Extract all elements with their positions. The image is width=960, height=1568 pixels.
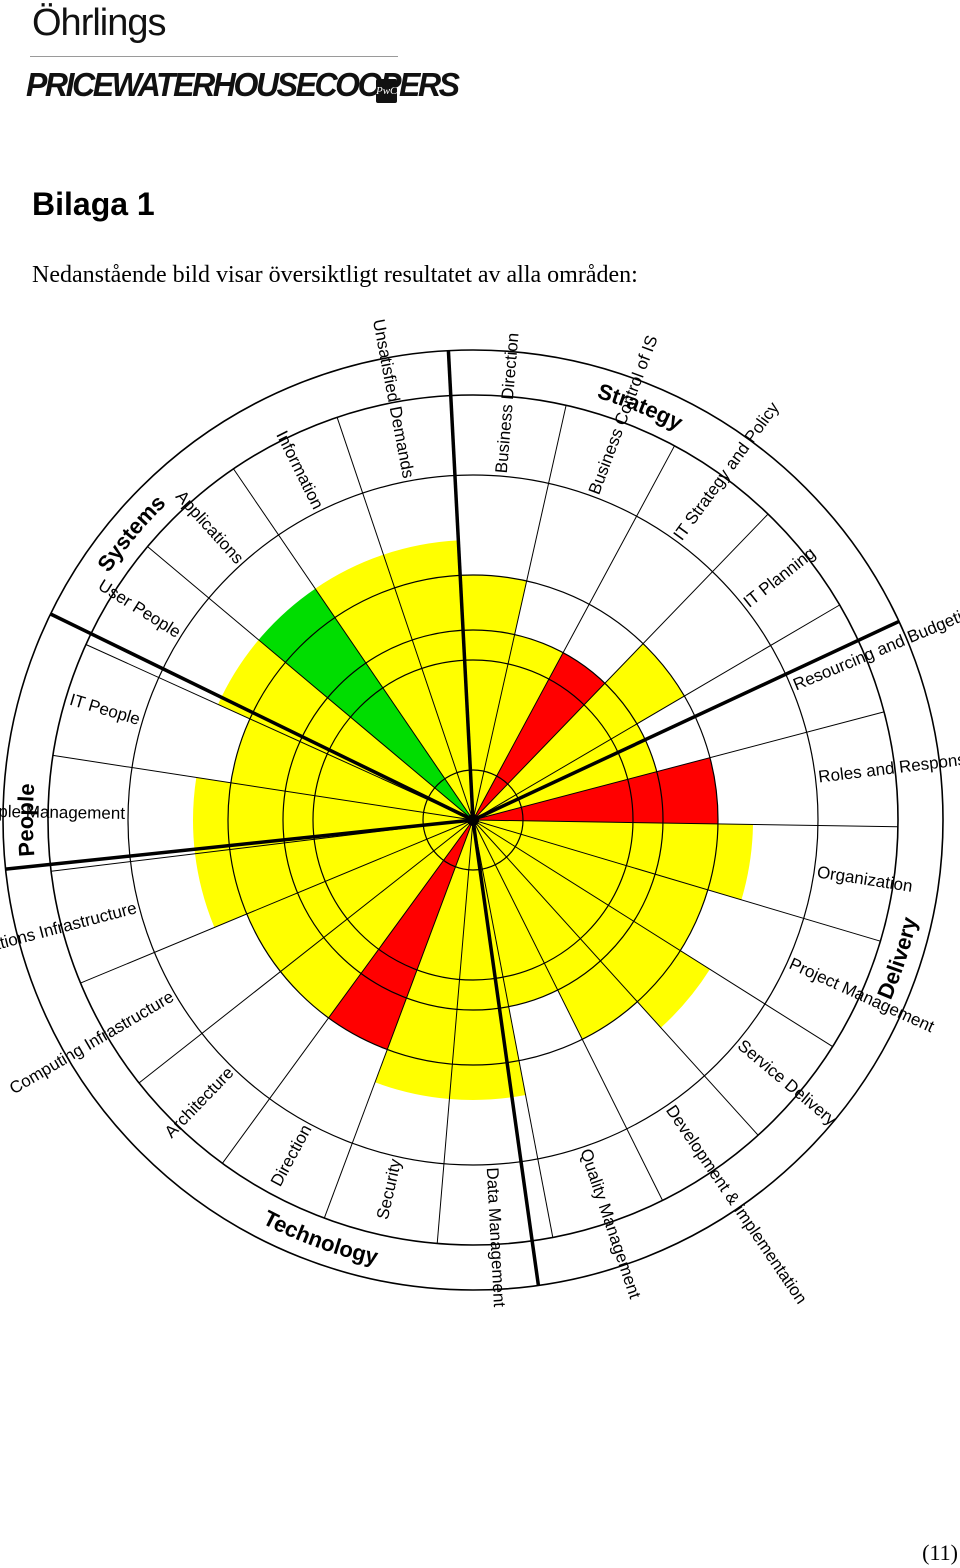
group-boundary [5,818,474,871]
segment-fill-business-direction [460,574,527,820]
segment-fill-it-people [230,718,473,820]
segment-divider [472,819,554,1238]
segment-fill-unsatisfied-demands [383,540,473,820]
group-label-people: People [13,783,39,858]
segment-divider [85,644,474,821]
segment-fill-direction [328,820,473,1050]
segment-label-people-management: People Management [0,802,125,823]
segment-fill-security [375,820,473,1099]
segment-divider [221,819,474,1164]
segment-fill-development-and-implementation [473,820,638,1040]
segment-label-business-direction: Business Direction [492,332,523,474]
segment-divider [472,819,898,828]
segment-fill-people-management [193,777,473,854]
segment-label-user-people: User People [95,576,184,642]
intro-text: Nedanstående bild visar översiktligt res… [32,262,638,288]
wheel-ring [2,349,944,1291]
segment-divider [472,819,759,1136]
wheel-ring [312,659,634,981]
segment-label-communications-infrastructure: Communications Infrastructure [0,898,139,975]
wheel-ring [282,629,664,1011]
page-number: (11) [922,1540,958,1565]
segment-label-quality-management: Quality Management [576,1146,644,1301]
segment-fill-computing-infrastructure [246,820,473,972]
segment-fill-resourcing-and-budgeting [473,723,657,820]
segment-label-security: Security [373,1157,405,1222]
segment-divider [472,445,675,821]
segment-label-architecture: Architecture [161,1063,238,1141]
segment-label-information: Information [272,428,327,513]
segment-fill-project-management [473,820,708,951]
segment-label-organization: Organization [816,863,914,896]
segment-divider [52,754,474,821]
segment-divider [138,819,474,1084]
segment-fill-roles-and-responsibilities [473,757,719,824]
group-boundary [471,819,541,1286]
segment-fill-communications-infrastructure [195,820,473,928]
wheel-ring [422,769,524,871]
segment-label-it-people: IT People [68,690,143,729]
segment-divider [147,546,474,821]
segment-fill-quality-management [473,820,558,1007]
segment-label-service-delivery: Service Delivery [734,1036,841,1130]
segment-fill-organization [473,820,753,900]
brand-name: Öhrlings [32,2,166,44]
segment-divider [472,819,663,1201]
segment-fill-business-control-of-is [473,634,564,820]
segment-label-it-strategy-and-policy: IT Strategy and Policy [670,398,783,544]
segment-fill-information [315,554,473,820]
wheel-center [467,814,479,826]
wheel-ring [47,394,899,1246]
wheel-ring [127,474,819,1166]
segment-label-resourcing-and-budgeting: Resourcing and Budgeting [790,600,960,695]
segment-divider [336,417,474,821]
segment-label-unsatisfied-demands: Unsatisfied Demands [369,318,418,480]
segment-fill-applications [258,588,473,820]
segment-divider [80,819,474,984]
segment-fill-service-delivery [473,820,710,1028]
segment-label-direction: Direction [267,1121,316,1189]
segment-fill-architecture [280,820,473,1018]
segment-label-data-management: Data Management [483,1167,509,1308]
segment-fill-user-people [218,639,473,820]
segment-divider [472,405,567,821]
segment-divider [472,711,885,821]
segment-label-development-and-implementation: Development & implementation [662,1102,811,1308]
group-boundary [49,612,474,822]
page-heading: Bilaga 1 [32,186,155,222]
segment-label-applications: Applications [172,487,248,568]
segment-label-computing-infrastructure: Computing Infrastructure [6,987,177,1098]
segment-fill-it-planning [473,643,685,820]
segment-divider [472,819,881,942]
segment-divider [472,604,840,821]
segment-label-it-planning: IT Planning [740,543,819,611]
group-boundary [446,350,475,821]
segment-divider [472,513,769,821]
segment-divider [472,819,833,1048]
brand-divider [30,56,398,57]
segment-label-project-management: Project Management [786,954,937,1036]
group-label-delivery: Delivery [872,914,922,1003]
segment-divider [436,819,474,1244]
wheel-ring [227,574,719,1066]
segment-divider [233,468,474,821]
company-logo-mark: PwC [376,79,397,103]
segment-fill-data-management [449,820,526,1100]
segment-divider [323,819,474,1219]
group-label-technology: Technology [259,1205,381,1269]
group-boundary [472,619,900,822]
